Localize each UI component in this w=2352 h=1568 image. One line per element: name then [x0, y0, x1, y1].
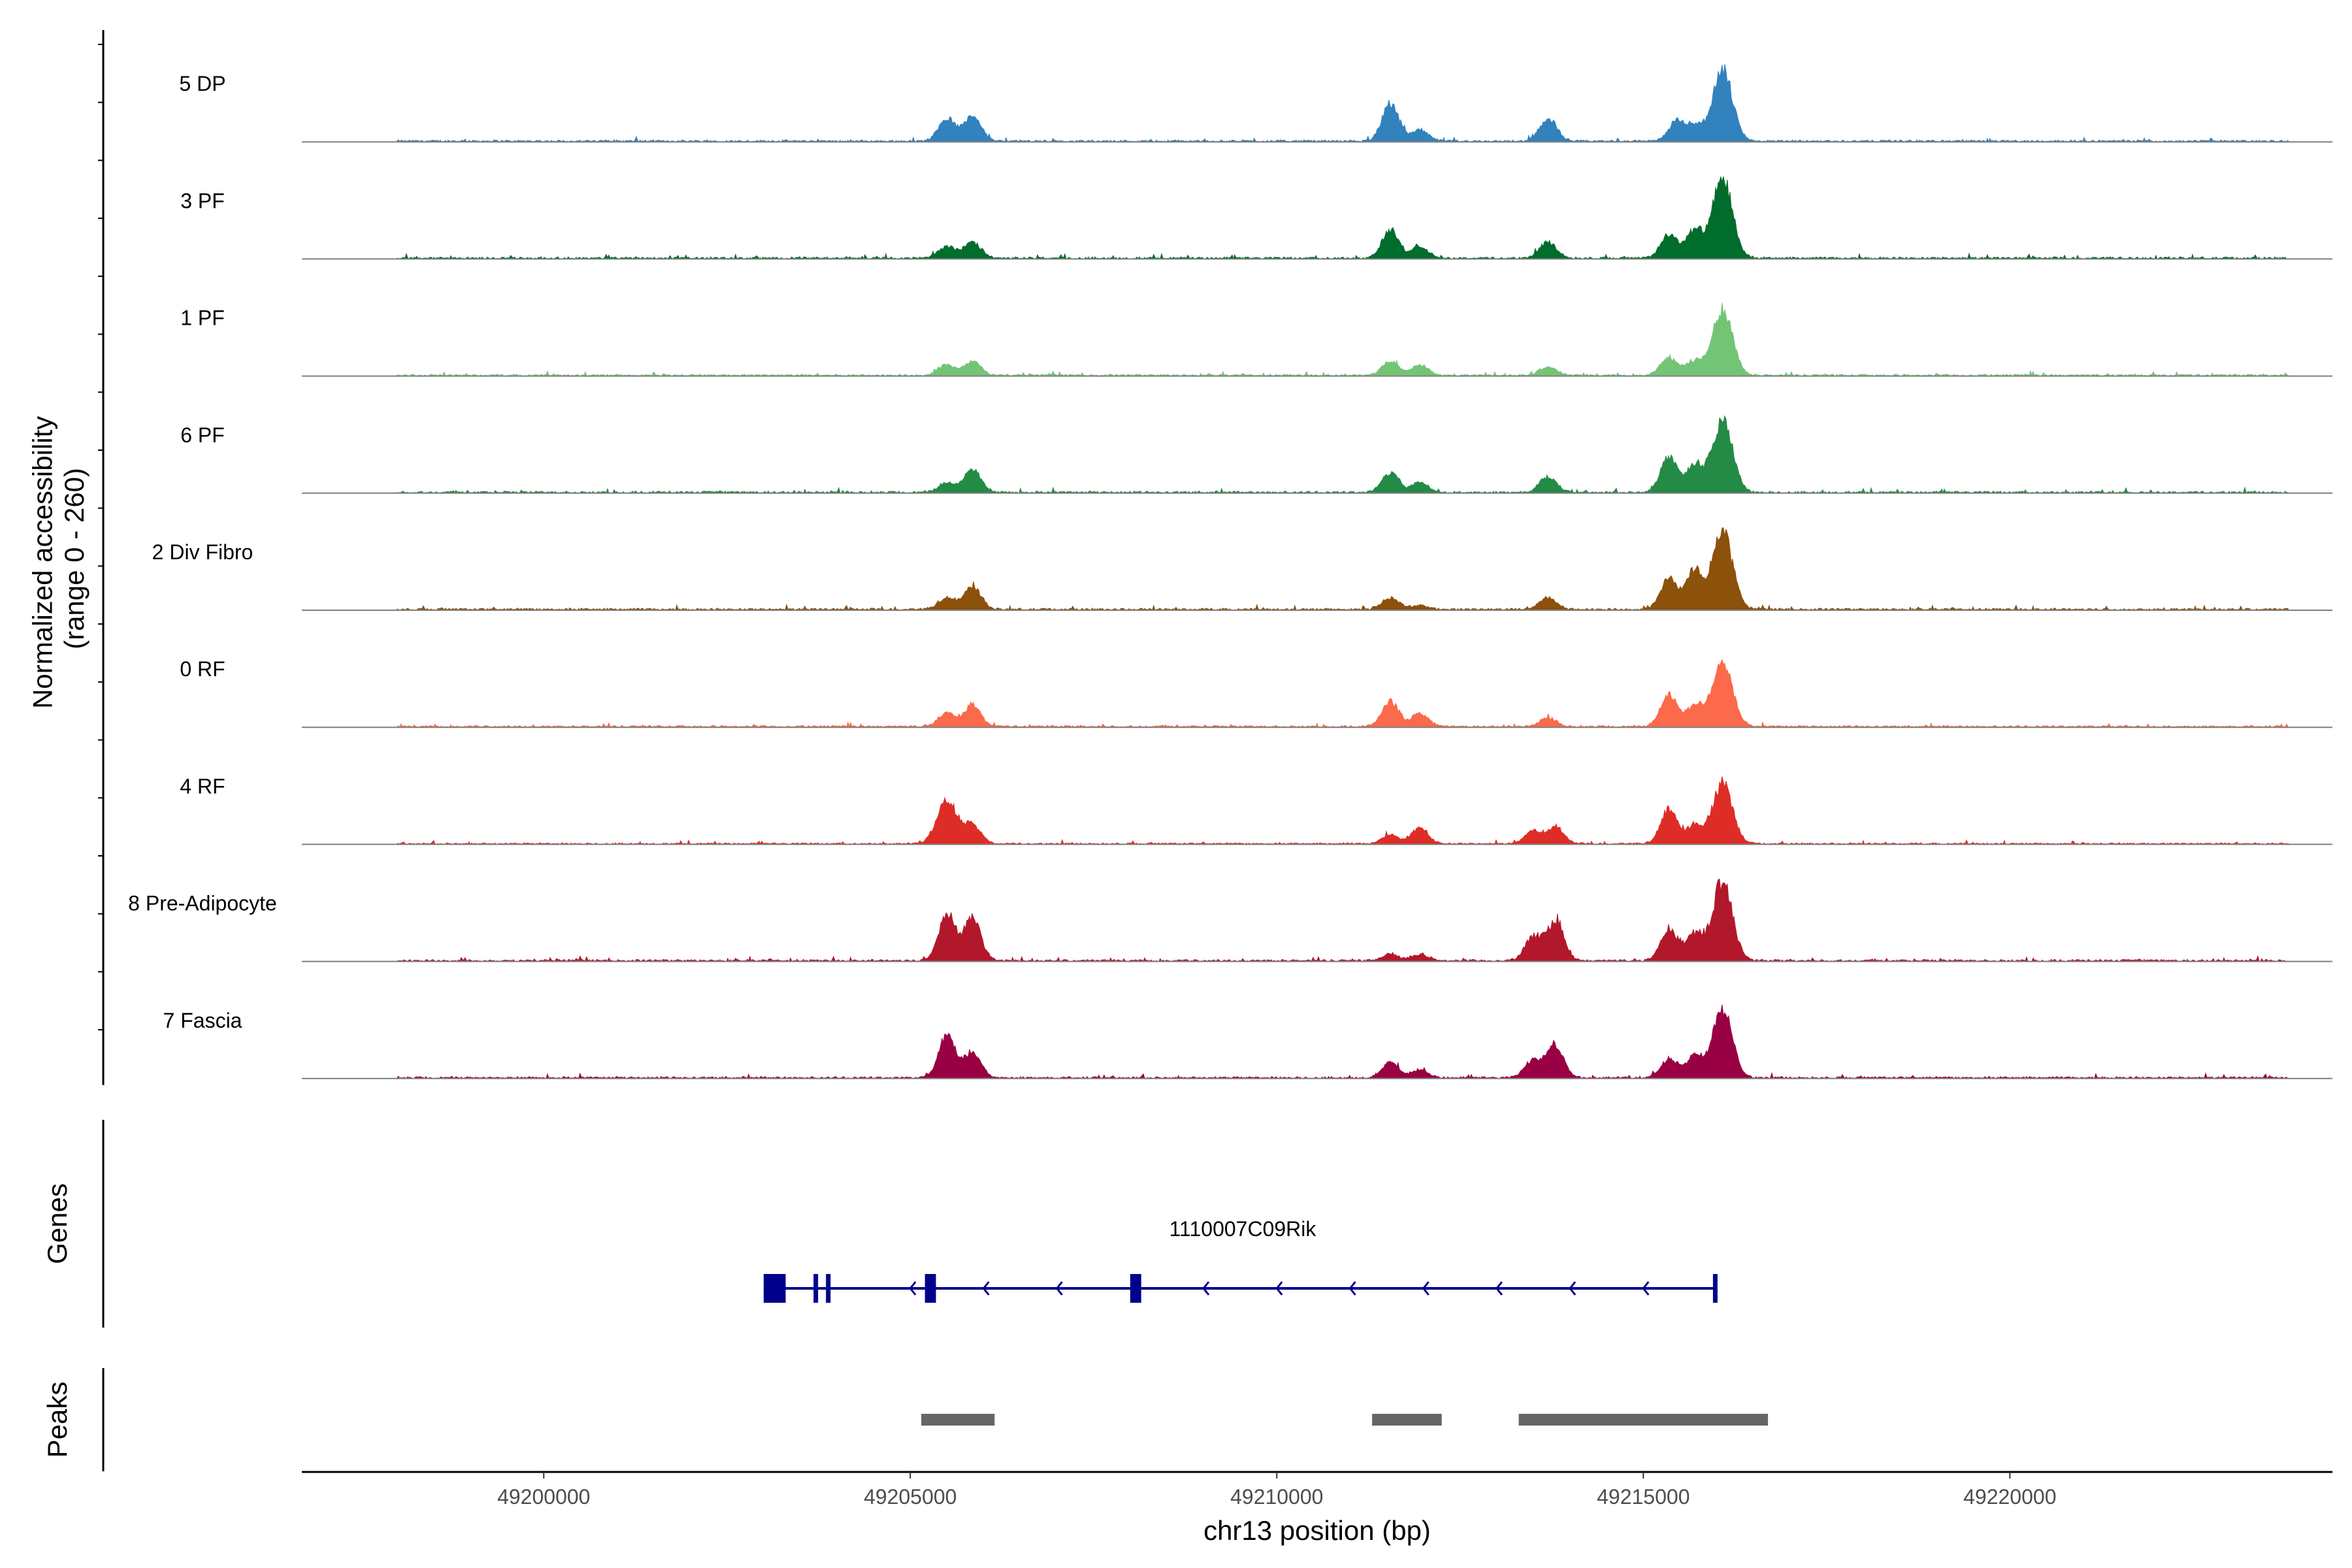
coverage-area	[397, 1004, 2289, 1079]
x-tick-label: 49210000	[1230, 1485, 1323, 1509]
coverage-area	[397, 659, 2289, 728]
track-label: 3 PF	[180, 189, 225, 212]
coverage-area	[397, 64, 2289, 143]
coverage-track-6-pf: 6 PF	[180, 415, 2332, 494]
gene-strand-arrow	[1055, 1281, 1063, 1296]
track-label: 6 PF	[180, 423, 225, 447]
coverage-y-title: Normalized accessibility (range 0 - 260)	[27, 408, 90, 709]
gene-exon	[1130, 1274, 1141, 1303]
peak-region	[1372, 1414, 1442, 1426]
coverage-track-3-pf: 3 PF	[180, 176, 2332, 260]
peak-marks	[921, 1414, 1769, 1426]
coverage-track-8-pre-adipocyte: 8 Pre-Adipocyte	[128, 878, 2332, 962]
track-label: 7 Fascia	[163, 1009, 242, 1032]
gene-exon	[924, 1274, 936, 1303]
gene-exon	[763, 1274, 786, 1303]
coverage-y-title-line2: (range 0 - 260)	[59, 468, 90, 649]
track-label: 4 RF	[180, 774, 225, 798]
gene-exon	[1712, 1274, 1718, 1303]
coverage-area	[397, 302, 2289, 377]
x-tick-label: 49215000	[1597, 1485, 1690, 1509]
gene-strand-arrow	[1348, 1281, 1356, 1296]
coverage-track-0-rf: 0 RF	[180, 657, 2332, 728]
gene-exon	[813, 1274, 819, 1303]
coverage-track-1-pf: 1 PF	[180, 302, 2332, 377]
genes-panel: Genes 1110007C09Rik	[42, 1120, 1718, 1328]
track-label: 1 PF	[180, 306, 225, 330]
gene-name-label: 1110007C09Rik	[1169, 1217, 1317, 1241]
coverage-track-5-dp: 5 DP	[179, 64, 2332, 143]
gene-strand-arrow	[1495, 1281, 1503, 1296]
gene-exon	[826, 1274, 831, 1303]
x-ticks: 49200000 49205000 49210000 49215000 49220000	[497, 1472, 2056, 1509]
coverage-area	[397, 878, 2289, 962]
peak-region	[921, 1414, 995, 1426]
peak-region	[1518, 1414, 1769, 1426]
gene-strand-arrow	[1569, 1281, 1576, 1296]
coverage-track-4-rf: 4 RF	[180, 774, 2332, 845]
peaks-panel: Peaks	[42, 1368, 1769, 1471]
coverage-track-2-div-fibro: 2 Div Fibro	[152, 527, 2332, 612]
x-axis-title: chr13 position (bp)	[1203, 1515, 1431, 1546]
coverage-track-7-fascia: 7 Fascia	[163, 1004, 2332, 1079]
gene-strand-arrow	[1642, 1281, 1650, 1296]
x-tick-label: 49200000	[497, 1485, 590, 1509]
coverage-y-title-line1: Normalized accessibility	[27, 416, 58, 709]
gene-strand-arrow	[1275, 1281, 1283, 1296]
x-tick-label: 49220000	[1963, 1485, 2056, 1509]
track-label: 0 RF	[180, 657, 225, 681]
coverage-area	[397, 527, 2289, 612]
gene-strand-arrow	[1202, 1281, 1210, 1296]
gene-strand-arrow	[909, 1281, 917, 1296]
gene-strand-arrow	[1422, 1281, 1429, 1296]
coverage-panel: 5 DP 3 PF 1 PF 6 PF 2 Div Fibro 0 RF 4 RF 8 Pre…	[98, 30, 2332, 1085]
gene-strand-arrow	[982, 1281, 990, 1296]
track-label: 2 Div Fibro	[152, 540, 253, 564]
coverage-area	[397, 776, 2289, 845]
x-tick-label: 49205000	[864, 1485, 956, 1509]
gene-model	[763, 1274, 1718, 1303]
coverage-area	[397, 415, 2289, 494]
peaks-panel-title: Peaks	[42, 1382, 73, 1458]
track-label: 5 DP	[179, 72, 225, 95]
coverage-area	[397, 176, 2289, 260]
track-label: 8 Pre-Adipocyte	[128, 892, 277, 915]
x-axis: 49200000 49205000 49210000 49215000 49220000…	[302, 1471, 2332, 1546]
genes-panel-title: Genes	[42, 1183, 73, 1264]
